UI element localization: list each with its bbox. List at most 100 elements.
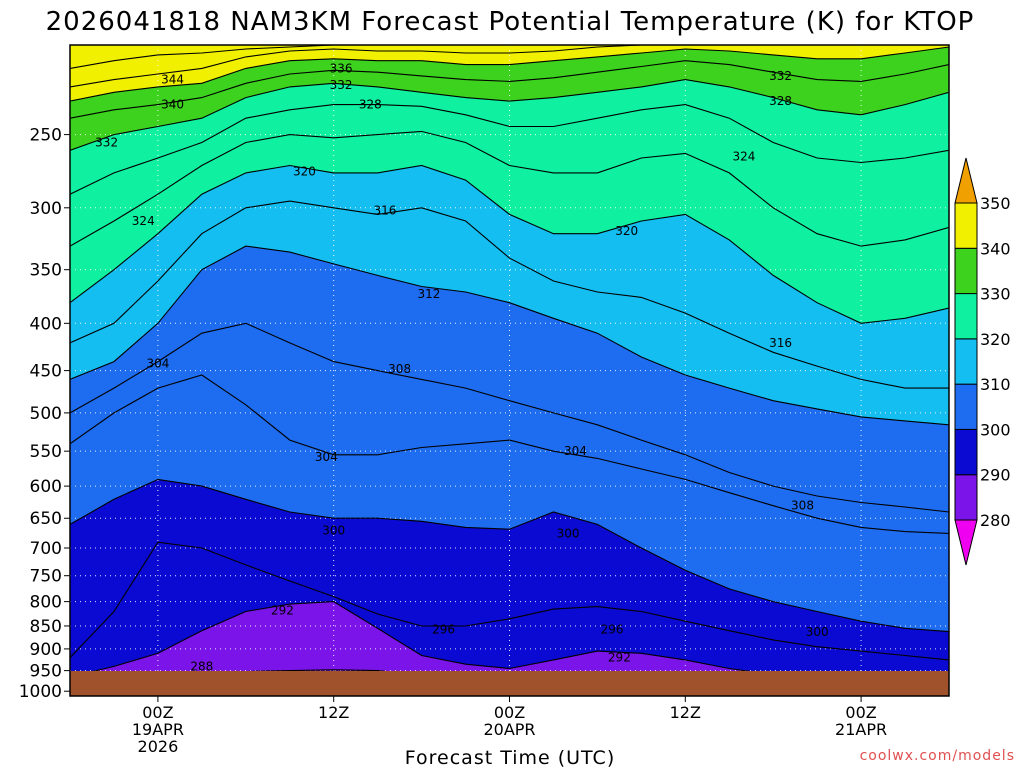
ground-fill	[70, 671, 949, 696]
contour-label: 320	[615, 224, 638, 238]
contour-label: 344	[161, 73, 184, 87]
colorbar-segment	[954, 247, 978, 295]
colorbar-min-arrow	[954, 519, 978, 566]
contour-line-320	[70, 164, 949, 324]
colorbar-tick-label: 340	[980, 239, 1011, 258]
contour-line-344	[70, 45, 949, 88]
contour-line-324	[70, 130, 949, 247]
contour-line-348	[70, 45, 949, 69]
contour-lines	[70, 45, 949, 696]
contour-label: 328	[769, 94, 792, 108]
y-tick-label: 950	[30, 662, 62, 682]
contour-line-328	[70, 104, 949, 195]
x-tick-label: 20APR	[483, 720, 535, 739]
contour-line-336	[70, 60, 949, 119]
y-tick-label: 600	[30, 477, 62, 497]
contour-label: 308	[388, 362, 411, 376]
colorbar-segment	[954, 293, 978, 340]
contour-label: 292	[608, 651, 631, 665]
contour-label: 308	[791, 499, 814, 513]
contour-line-312	[70, 245, 949, 426]
y-tick-label: 450	[30, 362, 62, 382]
contour-line-300	[70, 478, 949, 633]
contour-label: 296	[601, 623, 624, 637]
colorbar-segment	[954, 338, 978, 385]
colorbar-segment	[954, 202, 978, 249]
colorbar-tick-label: 310	[980, 375, 1011, 394]
contour-line-304	[70, 374, 949, 534]
x-tick-label: 00Z	[494, 703, 525, 722]
contour-line-308	[70, 322, 949, 513]
band-fill-340	[70, 45, 949, 102]
y-tick-label: 800	[30, 593, 62, 613]
colorbar-tick-label: 350	[980, 194, 1011, 213]
colorbar-segment	[954, 383, 978, 430]
y-tick-label: 550	[30, 442, 62, 462]
y-tick-label: 400	[30, 314, 62, 334]
y-tick-label: 300	[30, 199, 62, 219]
plot-area	[70, 45, 949, 696]
contour-label: 336	[330, 61, 353, 75]
y-axis: 250 300 350 400 450 500 550 600 650 700 750 800 850 9…	[19, 126, 70, 702]
colorbar-segment	[954, 428, 978, 476]
x-tick-label: 12Z	[670, 703, 701, 722]
contour-line-296	[70, 541, 949, 661]
y-tick-label: 500	[30, 404, 62, 424]
contour-label: 324	[732, 149, 755, 163]
y-tick-label: 250	[30, 126, 62, 146]
contour-label: 304	[564, 444, 587, 458]
contour-label: 292	[271, 604, 294, 618]
colorbar-tick-label: 320	[980, 330, 1011, 349]
y-tick-label: 650	[30, 509, 62, 529]
contour-label: 300	[322, 523, 345, 537]
band-fill-336	[70, 45, 949, 119]
contour-line-316	[70, 200, 949, 389]
credit-text[interactable]: coolwx.com/models	[860, 748, 1015, 764]
colorbar-tick-label: 280	[980, 511, 1011, 530]
chart-title: 2026041818 NAM3KM Forecast Potential Tem…	[46, 7, 975, 37]
contour-label: 316	[769, 336, 792, 350]
contour-label: 328	[359, 98, 382, 112]
contour-label: 332	[95, 136, 118, 150]
x-axis-label: Forecast Time (UTC)	[405, 747, 615, 768]
contour-label: 324	[132, 214, 155, 228]
contour-label: 304	[315, 450, 338, 464]
y-tick-label: 700	[30, 539, 62, 559]
temperature-bands	[70, 45, 949, 696]
colorbar-tick-label: 330	[980, 285, 1011, 304]
x-tick-label: 2026	[138, 737, 179, 756]
contour-labels: 344 340 332 336 332 328 332 328 320 324 316 320 324 3…	[95, 61, 828, 673]
contour-label: 340	[161, 98, 184, 112]
colorbar-tick-label: 290	[980, 466, 1011, 485]
colorbar-max-arrow	[954, 157, 978, 204]
band-fill-348	[70, 45, 949, 69]
contour-label: 304	[146, 356, 169, 370]
x-tick-label: 00Z	[845, 703, 876, 722]
contour-label: 332	[769, 69, 792, 83]
y-tick-label: 750	[30, 567, 62, 587]
contour-line-340	[70, 46, 949, 102]
contour-label: 288	[190, 659, 213, 673]
x-tick-label: 12Z	[318, 703, 349, 722]
contour-label: 300	[806, 625, 829, 639]
contour-line-332	[70, 79, 949, 151]
contour-label: 320	[293, 164, 316, 178]
x-tick-label: 21APR	[835, 720, 887, 739]
grid-lines	[70, 45, 949, 696]
y-tick-label: 350	[30, 261, 62, 281]
contour-label: 332	[330, 78, 353, 92]
contour-label: 296	[432, 623, 455, 637]
contour-label: 312	[417, 287, 440, 301]
colorbar: 280 290 300 310 320 330 340 350	[954, 157, 1011, 566]
x-tick-label: 19APR	[132, 720, 184, 739]
ground-layer	[70, 671, 949, 696]
colorbar-tick-label: 300	[980, 420, 1011, 439]
contour-label: 316	[374, 203, 397, 217]
y-tick-label: 900	[30, 640, 62, 660]
colorbar-segment	[954, 474, 978, 521]
y-tick-label: 850	[30, 617, 62, 637]
contour-label: 300	[557, 526, 580, 540]
y-tick-label: 1000	[19, 682, 62, 702]
